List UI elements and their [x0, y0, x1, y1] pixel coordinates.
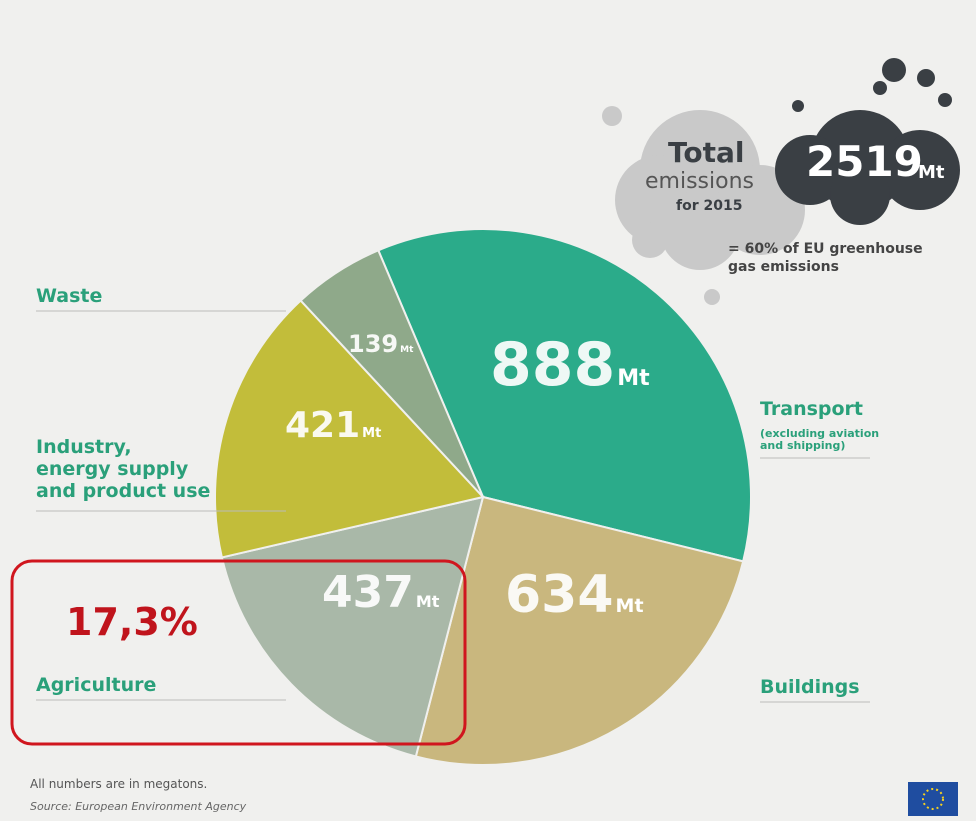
value-unit: Mt: [616, 595, 644, 617]
value-unit: Mt: [416, 592, 440, 611]
highlight-share: 17,3%: [66, 600, 198, 644]
value-unit: Mt: [617, 366, 650, 391]
highlight-box: [10, 559, 467, 746]
total-note: = 60% of EU greenhouse gas emissions: [728, 241, 923, 275]
pie-slice: [414, 495, 745, 766]
total-line2: emissions: [645, 169, 754, 194]
eu-flag: [908, 782, 958, 816]
total-unit: Mt: [918, 162, 945, 183]
category-label: Agriculture: [36, 674, 157, 696]
value-label: 421: [285, 405, 360, 446]
value-label: 437: [322, 567, 414, 618]
pie-slice: [214, 299, 485, 559]
footnote: All numbers are in megatons.: [30, 777, 207, 791]
pie-slice: [376, 228, 752, 563]
source: Source: European Environment Agency: [30, 800, 247, 813]
value-unit: Mt: [362, 426, 381, 441]
total-value: 2519: [806, 137, 923, 186]
category-label: Transport: [760, 398, 864, 420]
dark-cloud: [775, 58, 960, 225]
transport-note: (excluding aviation and shipping): [760, 427, 880, 452]
category-label: Buildings: [760, 676, 860, 698]
category-label: Industry, energy supply and product use: [36, 436, 211, 502]
value-label: 139: [348, 330, 398, 358]
category-label: Waste: [36, 285, 103, 307]
total-line3: for 2015: [676, 198, 742, 214]
value-label: 634: [505, 565, 614, 625]
value-label: 888: [490, 330, 615, 400]
value-unit: Mt: [400, 345, 414, 355]
total-line1: Total: [668, 136, 745, 169]
pie-slice: [299, 248, 484, 498]
